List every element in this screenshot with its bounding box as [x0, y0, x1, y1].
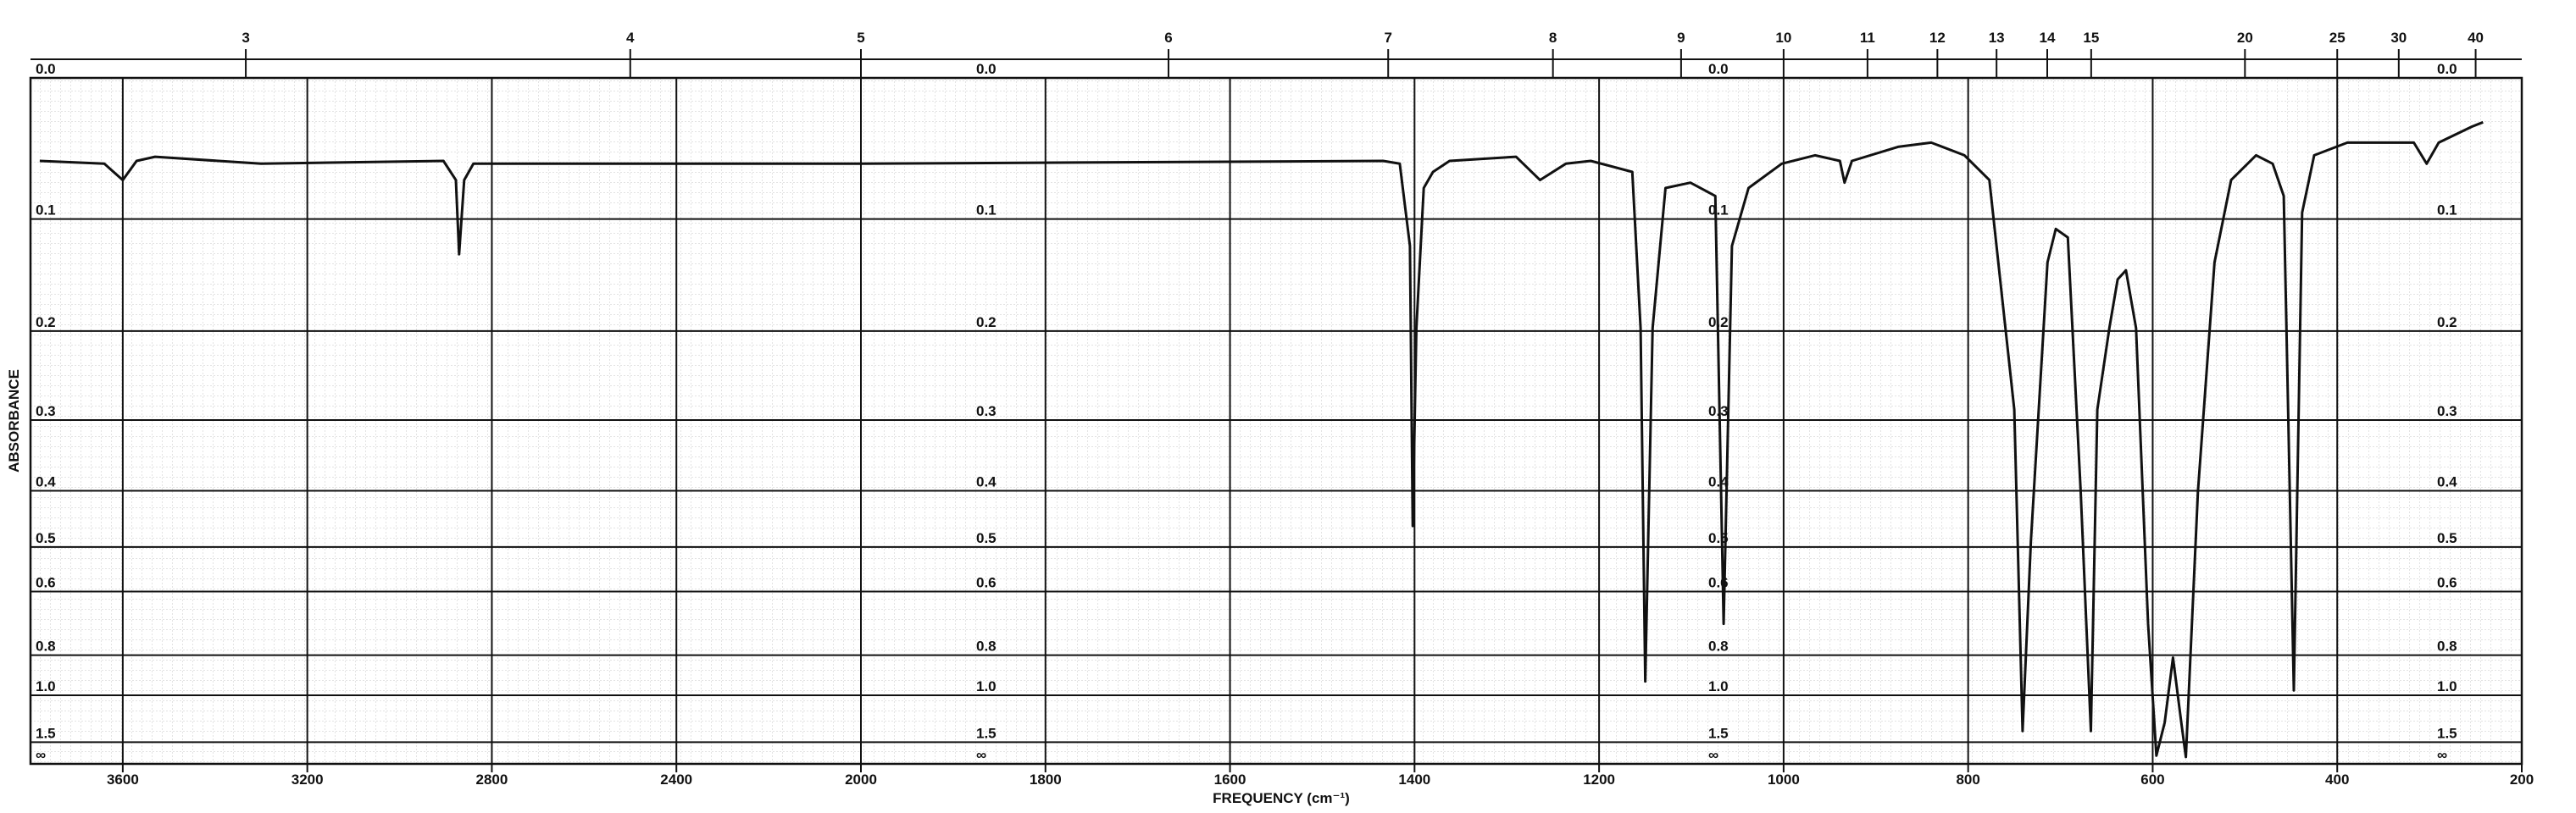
y-tick-label: 0.3	[976, 403, 997, 419]
y-tick-label: 0.5	[1708, 530, 1729, 546]
y-tick-label: ∞	[36, 747, 46, 763]
y-tick-label: 0.4	[36, 474, 56, 490]
x2-tick-label: 8	[1549, 30, 1557, 46]
x-tick-label: 1800	[1030, 772, 1062, 788]
y-tick-label: 0.8	[2437, 639, 2457, 655]
y-tick-label: 1.5	[1708, 725, 1729, 741]
y-tick-label: 0.0	[1708, 61, 1729, 77]
x-tick-label: 1600	[1214, 772, 1246, 788]
y-tick-label: 0.1	[2437, 202, 2457, 218]
x-tick-label: 1400	[1398, 772, 1430, 788]
y-tick-label: 0.1	[1708, 202, 1729, 218]
x2-tick-label: 10	[1775, 30, 1791, 46]
x-tick-label: 400	[2325, 772, 2349, 788]
y-tick-label: ∞	[976, 747, 986, 763]
x-axis-label: FREQUENCY (cm⁻¹)	[1213, 790, 1350, 806]
y-tick-label: 0.6	[36, 575, 56, 591]
x-tick-label: 1200	[1583, 772, 1615, 788]
x2-tick-label: 20	[2237, 30, 2253, 46]
x-tick-label: 600	[2140, 772, 2164, 788]
y-tick-label: 1.0	[976, 678, 997, 694]
x-tick-label: 3600	[107, 772, 139, 788]
x2-tick-label: 4	[626, 30, 635, 46]
y-tick-label: 0.3	[2437, 403, 2457, 419]
y-tick-label: 0.8	[36, 639, 56, 655]
x2-tick-label: 3	[242, 30, 249, 46]
y-tick-label: 0.0	[976, 61, 997, 77]
y-tick-label: 0.6	[2437, 575, 2457, 591]
x2-tick-label: 5	[857, 30, 864, 46]
y-tick-label: 0.2	[36, 314, 56, 330]
y-tick-label: 0.3	[36, 403, 56, 419]
y-tick-label: 0.8	[976, 639, 997, 655]
x2-tick-label: 14	[2040, 30, 2056, 46]
y-tick-label: 1.0	[1708, 678, 1729, 694]
y-tick-label: 1.5	[2437, 725, 2457, 741]
x2-tick-label: 30	[2390, 30, 2407, 46]
x-tick-label: 2000	[845, 772, 877, 788]
x2-tick-label: 13	[1989, 30, 2005, 46]
x-tick-label: 200	[2510, 772, 2534, 788]
y-tick-label: 1.0	[36, 678, 56, 694]
x-tick-label: 2400	[660, 772, 692, 788]
x2-tick-label: 25	[2329, 30, 2346, 46]
y-tick-label: 0.5	[2437, 530, 2457, 546]
y-tick-label: 1.0	[2437, 678, 2457, 694]
x-tick-label: 800	[1956, 772, 1979, 788]
y-tick-label: 0.2	[2437, 314, 2457, 330]
x-tick-label: 2800	[476, 772, 508, 788]
y-tick-label: 0.4	[976, 474, 997, 490]
y-axis-label: ABSORBANCE	[6, 369, 22, 473]
x-tick-label: 3200	[291, 772, 324, 788]
y-tick-label: 1.5	[36, 725, 56, 741]
x2-tick-label: 7	[1384, 30, 1391, 46]
y-tick-label: 0.8	[1708, 639, 1729, 655]
x2-tick-label: 15	[2083, 30, 2099, 46]
x2-tick-label: 12	[1929, 30, 1946, 46]
x2-tick-label: 6	[1164, 30, 1172, 46]
x2-tick-label: 40	[2468, 30, 2484, 46]
x2-tick-label: 9	[1677, 30, 1685, 46]
y-tick-label: 0.1	[976, 202, 997, 218]
spectrum-line	[39, 120, 2484, 759]
y-tick-label: 0.1	[36, 202, 56, 218]
y-tick-label: 0.5	[36, 530, 56, 546]
y-tick-label: 0.2	[976, 314, 997, 330]
x2-tick-label: 11	[1860, 30, 1875, 46]
y-tick-label: 0.0	[2437, 61, 2457, 77]
y-tick-label: ∞	[2437, 747, 2447, 763]
y-tick-label: 0.4	[2437, 474, 2457, 490]
y-tick-label: 0.5	[976, 530, 997, 546]
y-tick-label: ∞	[1708, 747, 1718, 763]
y-tick-label: 1.5	[976, 725, 997, 741]
y-tick-label: 0.0	[36, 61, 56, 77]
x-tick-label: 1000	[1768, 772, 1800, 788]
y-tick-label: 0.6	[976, 575, 997, 591]
y-tick-label: 0.4	[1708, 474, 1729, 490]
